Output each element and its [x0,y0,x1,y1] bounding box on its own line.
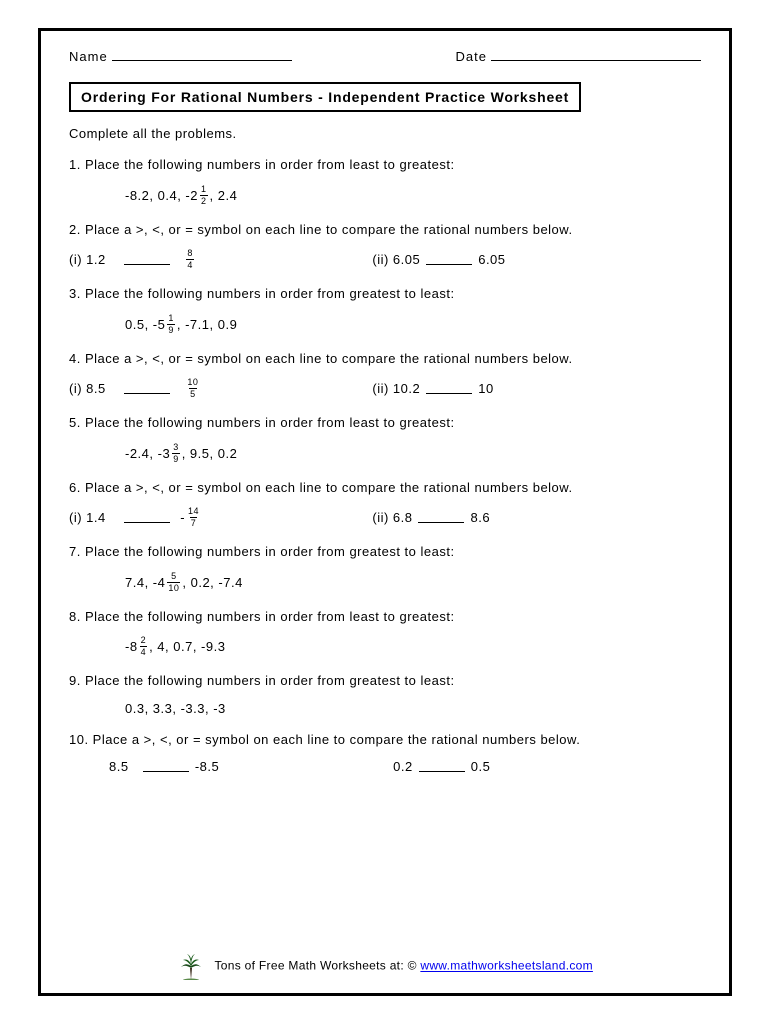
p6i-prefix: (i) 1.4 [69,510,106,525]
p10-part-i: 8.5 -8.5 [109,759,393,774]
problem-6: 6. Place a >, <, or = symbol on each lin… [69,478,701,498]
p10i-suffix: -8.5 [195,759,219,774]
p1-prefix: -8.2, 0.4, -2 [125,188,198,203]
problem-2: 2. Place a >, <, or = symbol on each lin… [69,220,701,240]
p10-part-ii: 0.2 0.5 [393,759,701,774]
date-blank[interactable] [491,49,701,61]
p3-prefix: 0.5, -5 [125,317,165,332]
p7-suffix: , 0.2, -7.4 [182,575,242,590]
problem-6-data: (i) 1.4 - 14 7 (ii) 6.8 8.6 [69,507,701,528]
p4ii-suffix: 10 [478,381,493,396]
p5-prefix: -2.4, -3 [125,446,170,461]
p9-data: 0.3, 3.3, -3.3, -3 [125,701,226,716]
problem-5: 5. Place the following numbers in order … [69,413,701,433]
p4ii-blank[interactable] [426,384,472,394]
p6ii-suffix: 8.6 [470,510,490,525]
p6-part-i: (i) 1.4 - 14 7 [69,507,372,528]
problem-10-data: 8.5 -8.5 0.2 0.5 [109,759,701,774]
p5-fraction: 3 9 [172,443,180,464]
problem-2-data: (i) 1.2 8 4 (ii) 6.05 6.05 [69,249,701,270]
date-label: Date [456,49,487,64]
p10ii-prefix: 0.2 [393,759,413,774]
p6ii-blank[interactable] [418,513,464,523]
p2ii-suffix: 6.05 [478,252,505,267]
date-field: Date [456,49,701,64]
p10i-prefix: 8.5 [109,759,129,774]
p2i-prefix: (i) 1.2 [69,252,106,267]
problem-3-data: 0.5, -5 1 9 , -7.1, 0.9 [125,314,701,335]
p4i-blank[interactable] [124,384,170,394]
p4i-fraction: 10 5 [186,378,199,399]
p2i-fraction: 8 4 [186,249,194,270]
footer: Tons of Free Math Worksheets at: © www.m… [41,950,729,983]
p4i-prefix: (i) 8.5 [69,381,106,396]
instruction-text: Complete all the problems. [69,126,701,141]
problem-8-data: -8 2 4 , 4, 0.7, -9.3 [125,636,701,657]
p8-prefix: -8 [125,639,138,654]
problem-1-data: -8.2, 0.4, -2 1 2 , 2.4 [125,185,701,206]
footer-link[interactable]: www.mathworksheetsland.com [420,959,593,973]
p7-fraction: 5 10 [167,572,180,593]
p2ii-blank[interactable] [426,255,472,265]
problem-3: 3. Place the following numbers in order … [69,284,701,304]
p6i-blank[interactable] [124,513,170,523]
p6ii-prefix: (ii) 6.8 [372,510,412,525]
problem-9: 9. Place the following numbers in order … [69,671,701,691]
p4-part-i: (i) 8.5 10 5 [69,378,372,399]
footer-text: Tons of Free Math Worksheets at: © [215,959,421,973]
p10i-blank[interactable] [143,762,189,772]
p3-suffix: , -7.1, 0.9 [177,317,237,332]
p3-fraction: 1 9 [167,314,175,335]
worksheet-title: Ordering For Rational Numbers - Independ… [69,82,581,112]
name-label: Name [69,49,108,64]
p6i-fraction: 14 7 [187,507,200,528]
p4-part-ii: (ii) 10.2 10 [372,378,701,399]
problem-7: 7. Place the following numbers in order … [69,542,701,562]
p10ii-blank[interactable] [419,762,465,772]
page-border: Name Date Ordering For Rational Numbers … [38,28,732,996]
name-field: Name [69,49,292,64]
palm-icon [177,950,205,983]
p8-suffix: , 4, 0.7, -9.3 [149,639,225,654]
name-blank[interactable] [112,49,292,61]
p2-part-i: (i) 1.2 8 4 [69,249,372,270]
p1-fraction: 1 2 [200,185,208,206]
problem-4: 4. Place a >, <, or = symbol on each lin… [69,349,701,369]
problem-5-data: -2.4, -3 3 9 , 9.5, 0.2 [125,443,701,464]
header-row: Name Date [69,49,701,64]
p6i-neg: - [180,510,185,525]
problem-8: 8. Place the following numbers in order … [69,607,701,627]
p4ii-prefix: (ii) 10.2 [372,381,420,396]
p8-fraction: 2 4 [140,636,148,657]
p1-suffix: , 2.4 [210,188,238,203]
problem-7-data: 7.4, -4 5 10 , 0.2, -7.4 [125,572,701,593]
p6-part-ii: (ii) 6.8 8.6 [372,507,701,528]
problem-4-data: (i) 8.5 10 5 (ii) 10.2 10 [69,378,701,399]
problem-10: 10. Place a >, <, or = symbol on each li… [69,730,701,750]
p2i-blank[interactable] [124,255,170,265]
p5-suffix: , 9.5, 0.2 [182,446,238,461]
problem-9-data: 0.3, 3.3, -3.3, -3 [125,701,701,716]
problem-1: 1. Place the following numbers in order … [69,155,701,175]
p2ii-prefix: (ii) 6.05 [372,252,420,267]
worksheet-page: Name Date Ordering For Rational Numbers … [0,0,770,1024]
p2-part-ii: (ii) 6.05 6.05 [372,249,701,270]
p10ii-suffix: 0.5 [471,759,491,774]
p7-prefix: 7.4, -4 [125,575,165,590]
